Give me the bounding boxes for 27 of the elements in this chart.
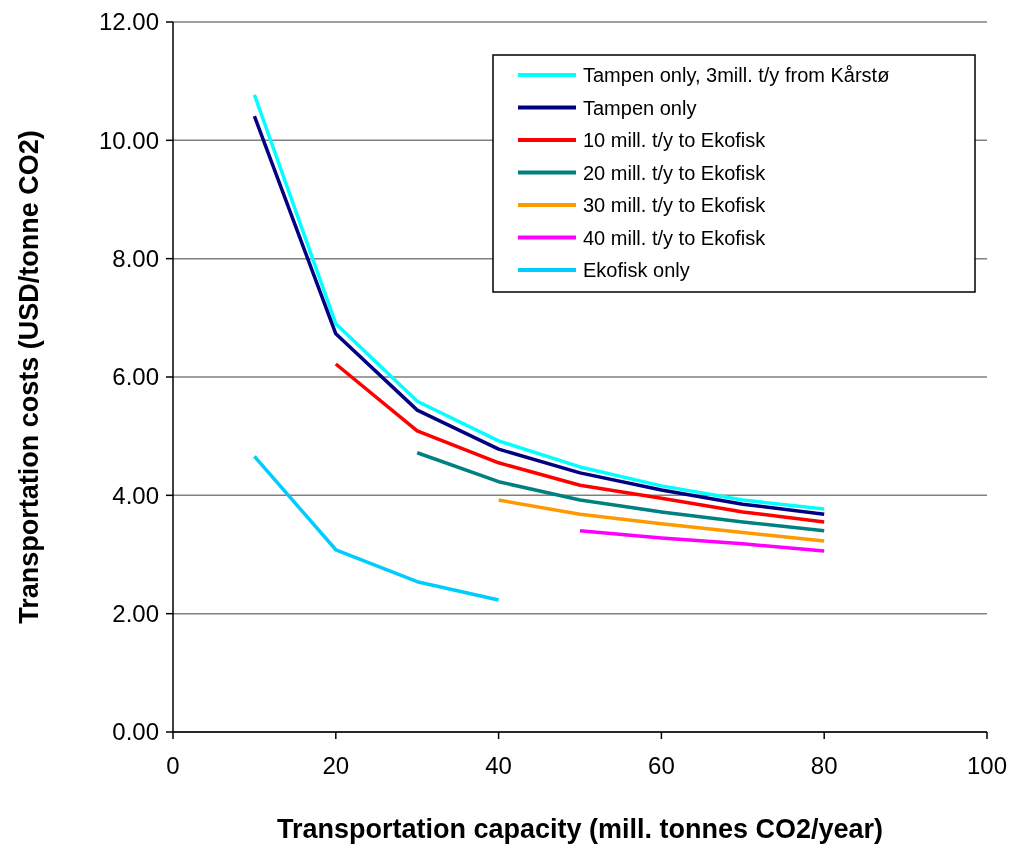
- legend-label: Tampen only: [583, 96, 697, 119]
- legend-label: 40 mill. t/y to Ekofisk: [583, 226, 767, 249]
- legend-label: 20 mill. t/y to Ekofisk: [583, 161, 767, 184]
- x-tick-label: 80: [810, 752, 838, 779]
- x-tick-label: 40: [485, 752, 512, 779]
- line-series: [334, 362, 826, 524]
- y-tick-label: 6.00: [112, 363, 159, 391]
- legend-label: Ekofisk only: [583, 259, 690, 281]
- y-axis-title: Transportation costs (USD/tonne CO2): [14, 130, 44, 624]
- legend-label: Tampen only, 3mill. t/y from Kårstø: [583, 64, 890, 86]
- y-tick-label: 12.00: [98, 8, 159, 36]
- y-tick-label: 4.00: [112, 481, 159, 509]
- x-tick-label: 0: [166, 752, 180, 779]
- x-axis-title: Transportation capacity (mill. tonnes CO2/year): [276, 814, 884, 844]
- y-tick-label: 8.00: [112, 245, 159, 273]
- legend-label: 10 mill. t/y to Ekofisk: [583, 129, 767, 151]
- x-tick-label: 100: [966, 752, 1008, 779]
- line-series: [578, 529, 826, 553]
- x-tick-label: 20: [322, 752, 350, 779]
- y-tick-label: 0.00: [112, 718, 159, 746]
- line-series: [415, 450, 826, 533]
- y-tick-label: 10.00: [98, 126, 159, 154]
- line-series: [496, 498, 826, 543]
- legend-label: 30 mill. t/y to Ekofisk: [583, 194, 767, 216]
- line-series: [252, 454, 501, 602]
- x-tick-label: 60: [648, 752, 675, 779]
- y-tick-label: 2.00: [112, 600, 159, 628]
